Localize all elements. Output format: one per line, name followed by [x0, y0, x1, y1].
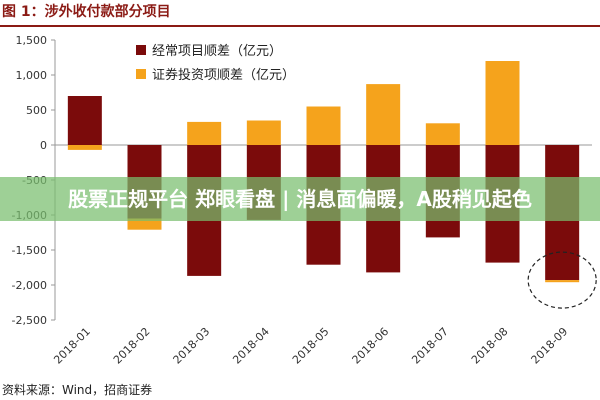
bar-securities: [425, 123, 460, 145]
annotation-ellipse: [527, 251, 597, 309]
bar-securities: [187, 121, 222, 145]
title-underline: [0, 25, 600, 27]
legend-label: 证券投资项顺差（亿元）: [152, 67, 295, 83]
x-tick-label: 2018-09: [529, 325, 571, 367]
x-tick-label: 2018-05: [290, 325, 332, 367]
x-tick-label: 2018-03: [171, 325, 213, 367]
bar-securities: [246, 120, 281, 145]
y-tick-label: 0: [40, 139, 47, 152]
y-tick-label: 500: [26, 104, 47, 117]
x-tick-label: 2018-08: [469, 325, 511, 367]
bar-securities: [127, 218, 162, 230]
x-tick-label: 2018-01: [51, 325, 93, 367]
figure-title: 图 1：涉外收付款部分项目: [2, 4, 171, 20]
bar-securities: [485, 61, 520, 145]
x-tick-label: 2018-04: [230, 325, 272, 367]
legend-swatch: [136, 45, 146, 55]
legend-swatch: [136, 69, 146, 79]
source-note: 资料来源：Wind，招商证券: [2, 383, 153, 397]
bar-current-account: [67, 96, 102, 145]
bar-securities: [545, 280, 580, 283]
overlay-banner: [0, 177, 600, 221]
bar-securities: [306, 106, 341, 145]
y-tick-label: 1,000: [16, 69, 48, 82]
y-tick-label: -1,500: [12, 244, 47, 257]
bar-securities: [67, 145, 102, 150]
legend-label: 经常项目顺差（亿元）: [152, 44, 282, 59]
bar-securities: [366, 84, 401, 145]
x-tick-label: 2018-02: [111, 325, 153, 367]
y-tick-label: -2,000: [12, 279, 47, 292]
y-tick-label: -2,500: [12, 314, 47, 327]
x-tick-label: 2018-07: [409, 325, 451, 367]
x-tick-label: 2018-06: [350, 325, 392, 367]
overlay-banner-text: 股票正规平台 郑眼看盘 | 消息面偏暖，A股稍见起色: [68, 187, 532, 211]
y-tick-label: 1,500: [16, 34, 48, 47]
